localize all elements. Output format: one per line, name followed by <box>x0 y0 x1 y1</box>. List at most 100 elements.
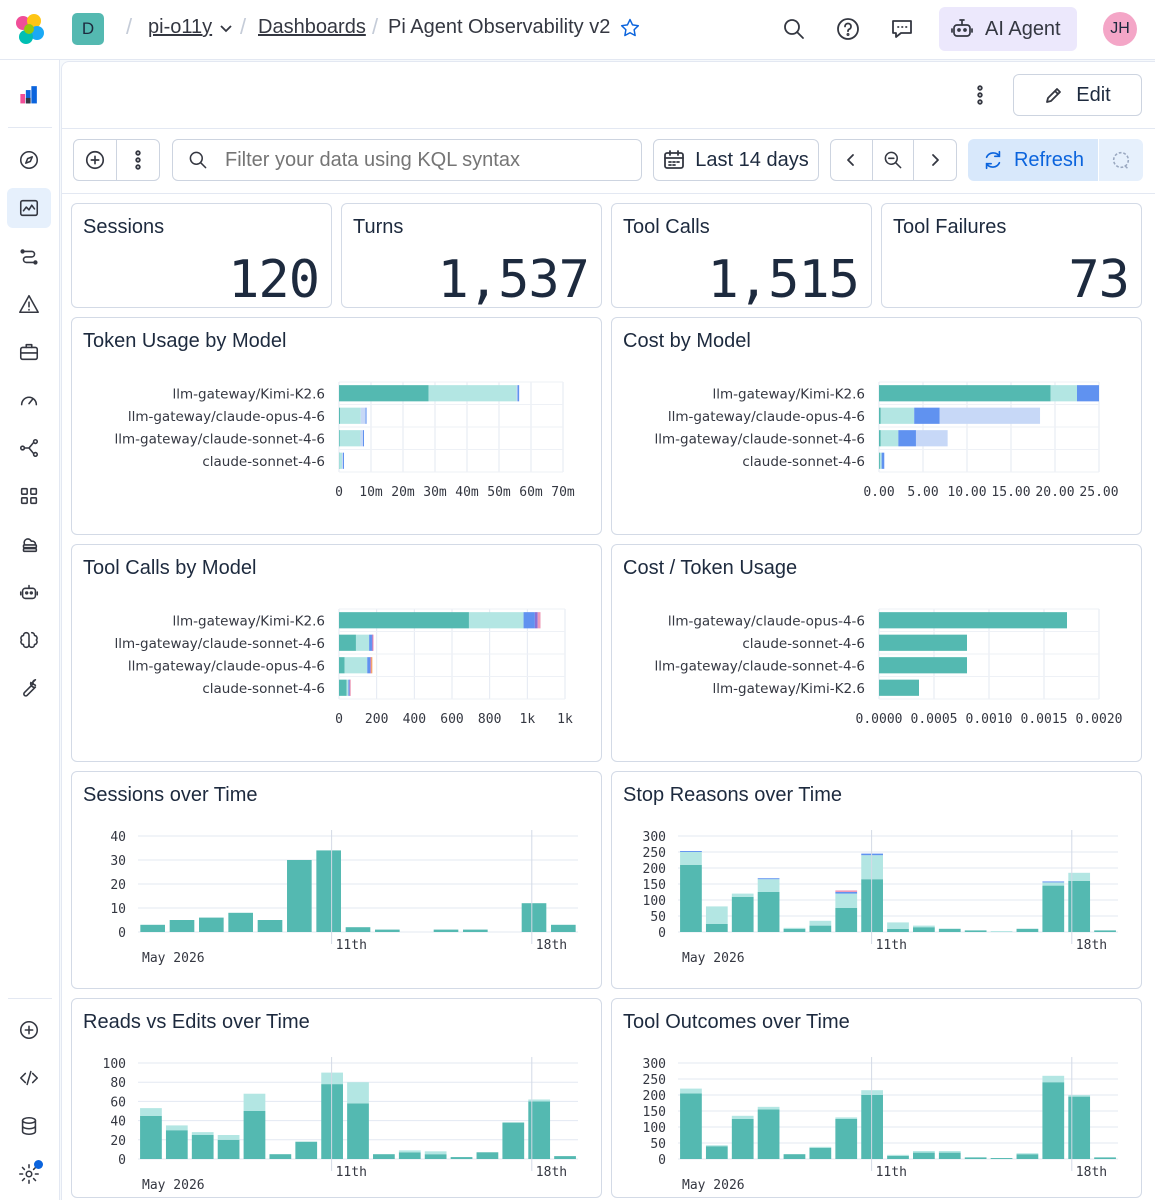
elastic-logo[interactable] <box>12 12 46 46</box>
auto-refresh-button[interactable] <box>1099 139 1143 181</box>
panel-token-usage-by-model[interactable]: Token Usage by Model 0 10m 20m 30m 40m 50m 60m 7… <box>71 317 602 535</box>
metric-panel-tool-failures[interactable]: Tool Failures 73 <box>881 203 1142 310</box>
more-options-button[interactable] <box>962 76 998 114</box>
bar <box>1068 1096 1091 1159</box>
bar <box>537 612 541 629</box>
metric-title: Turns <box>353 216 404 238</box>
bar <box>835 1119 858 1159</box>
nav-ai-assistant[interactable] <box>7 572 51 612</box>
panel-cost-per-token[interactable]: Cost / Token Usage 0.0000 0.0005 0.0010 0.00… <box>611 544 1142 762</box>
edit-button[interactable]: Edit <box>1013 74 1142 116</box>
add-filter-button[interactable] <box>74 140 117 180</box>
x-tick-label: 18th <box>536 1165 567 1180</box>
bar <box>476 1152 499 1159</box>
user-avatar[interactable]: JH <box>1103 12 1137 46</box>
nav-streams[interactable] <box>7 236 51 276</box>
bar <box>367 657 371 674</box>
panel-sessions-over-time[interactable]: Sessions over Time 0 10 20 30 40 11th 18th May 2… <box>71 771 602 989</box>
zoom-out-button[interactable] <box>873 140 915 180</box>
metric-panel-sessions[interactable]: Sessions 120 <box>71 203 332 310</box>
nav-settings[interactable] <box>7 1154 51 1194</box>
bar <box>339 430 340 447</box>
panel-cost-by-model[interactable]: Cost by Model 0.00 5.00 10.00 15.00 20.00 25.0… <box>611 317 1142 535</box>
bar <box>217 1139 240 1159</box>
category-label: llm-gateway/claude-opus-4-6 <box>668 613 865 629</box>
workspace-link[interactable]: pi-o11y <box>148 16 213 38</box>
y-tick-label: 40 <box>110 830 126 845</box>
x-tick-label: 800 <box>478 712 501 727</box>
nav-discover[interactable] <box>7 140 51 180</box>
nav-dev-tools[interactable] <box>7 1058 51 1098</box>
panel-reads-vs-edits[interactable]: Reads vs Edits over Time 0 20 40 60 80 100 11th… <box>71 998 602 1198</box>
kql-filter-input[interactable] <box>225 148 625 172</box>
nav-apps[interactable] <box>7 476 51 516</box>
bar <box>783 928 806 932</box>
search-icon[interactable] <box>781 16 807 42</box>
bar <box>879 634 967 651</box>
date-picker-button[interactable]: Last 14 days <box>653 139 819 181</box>
panel-tool-outcomes[interactable]: Tool Outcomes over Time 0 50 100 150 200 250 30… <box>611 998 1142 1198</box>
nav-service-map[interactable] <box>7 428 51 468</box>
refresh-button[interactable]: Refresh <box>968 139 1098 181</box>
x-tick-label: 1k <box>557 712 573 727</box>
x-tick-label: 0.0005 <box>911 712 958 727</box>
ai-agent-label: AI Agent <box>985 17 1061 40</box>
bar <box>463 929 488 932</box>
bar <box>887 1155 909 1159</box>
kql-filter-field[interactable] <box>172 139 642 181</box>
ai-agent-button[interactable]: AI Agent <box>939 7 1077 51</box>
category-label: claude-sonnet-4-6 <box>742 636 865 652</box>
y-tick-label: 200 <box>643 1089 666 1104</box>
bar <box>939 407 1041 424</box>
bar <box>757 1106 780 1110</box>
space-badge[interactable]: D <box>72 13 104 45</box>
star-icon[interactable] <box>619 17 641 44</box>
bar <box>835 908 858 932</box>
bar <box>424 1154 447 1159</box>
nav-slos[interactable] <box>7 380 51 420</box>
bar <box>783 927 806 929</box>
metric-panel-tool-calls[interactable]: Tool Calls 1,515 <box>611 203 872 310</box>
cloud-stack-icon <box>22 538 38 553</box>
space-badge-letter: D <box>81 19 95 38</box>
nav-alerts[interactable] <box>7 284 51 324</box>
panel-tool-calls-by-model[interactable]: Tool Calls by Model 0 200 400 600 800 1k 1k llm-… <box>71 544 602 762</box>
previous-period-button[interactable] <box>831 140 873 180</box>
nav-add-data[interactable] <box>7 1010 51 1050</box>
category-label: claude-sonnet-4-6 <box>202 454 325 470</box>
next-period-button[interactable] <box>914 140 956 180</box>
bar <box>731 1119 754 1159</box>
nav-dashboards[interactable] <box>7 188 51 228</box>
nav-cases[interactable] <box>7 332 51 372</box>
help-icon[interactable] <box>835 16 861 42</box>
robot-icon <box>951 19 973 37</box>
y-tick-label: 60 <box>110 1095 126 1110</box>
nav-ml[interactable] <box>7 620 51 660</box>
bar <box>913 1151 935 1153</box>
nav-infrastructure[interactable] <box>7 524 51 564</box>
bar <box>528 1099 551 1102</box>
category-label: claude-sonnet-4-6 <box>742 454 865 470</box>
breadcrumb-dashboards[interactable]: Dashboards <box>258 16 366 38</box>
chevron-down-icon[interactable] <box>218 20 234 41</box>
bar <box>887 928 909 932</box>
metric-panel-turns[interactable]: Turns 1,537 <box>341 203 602 310</box>
refresh-icon <box>985 150 1001 170</box>
bar <box>1068 1095 1091 1097</box>
bar <box>140 924 165 932</box>
panel-stop-reasons-over-time[interactable]: Stop Reasons over Time 0 50 100 150 200 250 300… <box>611 771 1142 989</box>
nav-dashboards-app[interactable] <box>7 74 51 114</box>
bar <box>913 1152 935 1159</box>
breadcrumb-separator: / <box>240 14 247 39</box>
x-tick-label: 200 <box>365 712 388 727</box>
bar <box>1016 928 1039 932</box>
nav-data-management[interactable] <box>7 1106 51 1146</box>
chat-icon[interactable] <box>889 16 915 42</box>
bar <box>369 634 372 651</box>
x-tick-label: 70m <box>551 485 575 500</box>
nav-management[interactable] <box>7 668 51 708</box>
query-menu-button[interactable] <box>117 140 160 180</box>
querybar-divider <box>62 193 1155 194</box>
bar <box>964 1157 987 1159</box>
